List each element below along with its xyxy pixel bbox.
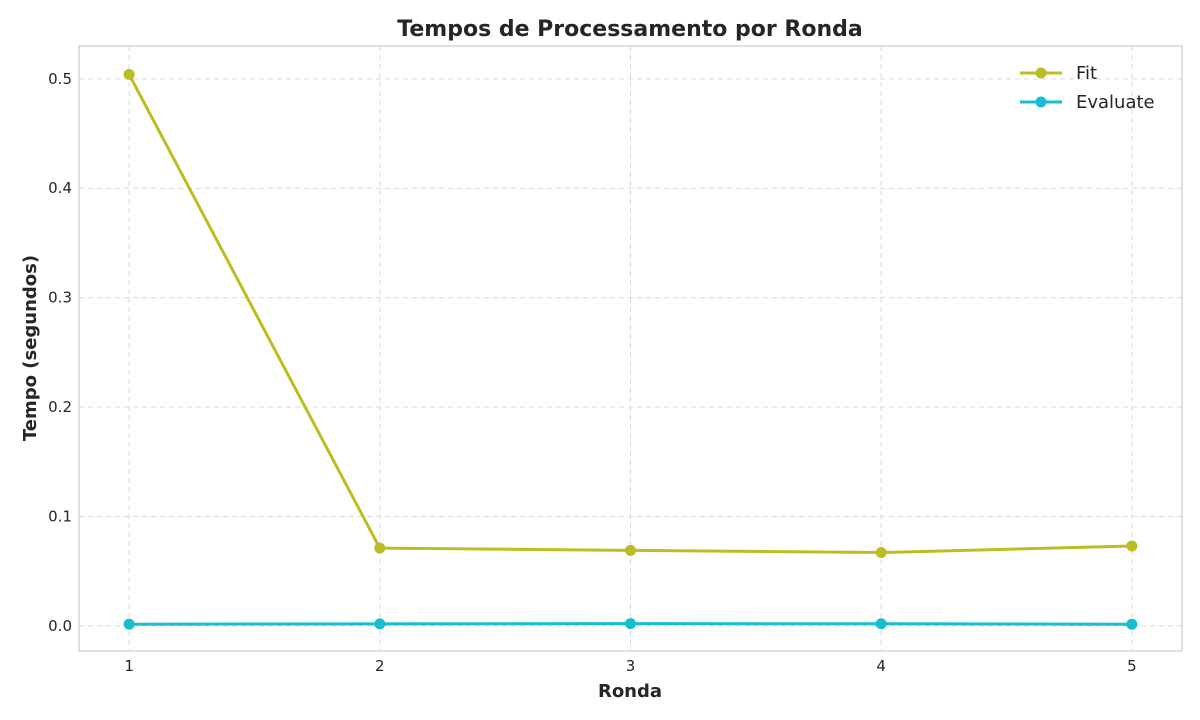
x-tick-label: 1 — [124, 657, 134, 675]
y-tick-label: 0.4 — [48, 179, 72, 197]
y-tick-label: 0.2 — [48, 398, 72, 416]
data-point-evaluate — [123, 618, 135, 630]
data-point-evaluate — [374, 618, 386, 630]
data-point-fit — [374, 542, 386, 554]
data-point-fit — [625, 544, 636, 556]
axis-ticks: 1 2 3 4 5 0.0 0.1 0.2 0.3 0.4 0.5 — [48, 70, 1136, 675]
data-point-fit — [123, 68, 135, 80]
grid — [79, 46, 1182, 651]
data-point-evaluate — [875, 618, 887, 630]
legend-marker-fit — [1035, 67, 1047, 79]
series-fit — [123, 68, 1138, 559]
y-tick-label: 0.5 — [48, 70, 72, 88]
legend-label-fit: Fit — [1076, 63, 1097, 84]
legend-item-fit: Fit — [1020, 63, 1097, 84]
x-tick-label: 2 — [375, 657, 385, 675]
plot-frame — [78, 45, 1183, 652]
y-tick-label: 0.0 — [48, 617, 72, 635]
y-tick-label: 0.3 — [48, 289, 72, 307]
data-point-evaluate — [1126, 618, 1138, 630]
x-tick-label: 4 — [876, 657, 886, 675]
data-point-fit — [1126, 540, 1138, 552]
chart-title: Tempos de Processamento por Ronda — [397, 17, 862, 42]
legend-item-evaluate: Evaluate — [1020, 92, 1155, 113]
data-point-evaluate — [625, 618, 636, 630]
legend-label-evaluate: Evaluate — [1076, 92, 1155, 113]
x-tick-label: 3 — [626, 657, 636, 675]
y-tick-label: 0.1 — [48, 507, 72, 525]
y-axis-label: Tempo (segundos) — [20, 255, 41, 441]
series-evaluate — [123, 618, 1138, 630]
data-point-fit — [875, 547, 887, 559]
x-axis-label: Ronda — [598, 681, 662, 702]
series-layer — [123, 68, 1138, 630]
legend-marker-evaluate — [1035, 96, 1047, 108]
x-tick-label: 5 — [1127, 657, 1137, 675]
legend: Fit Evaluate — [1020, 63, 1155, 113]
